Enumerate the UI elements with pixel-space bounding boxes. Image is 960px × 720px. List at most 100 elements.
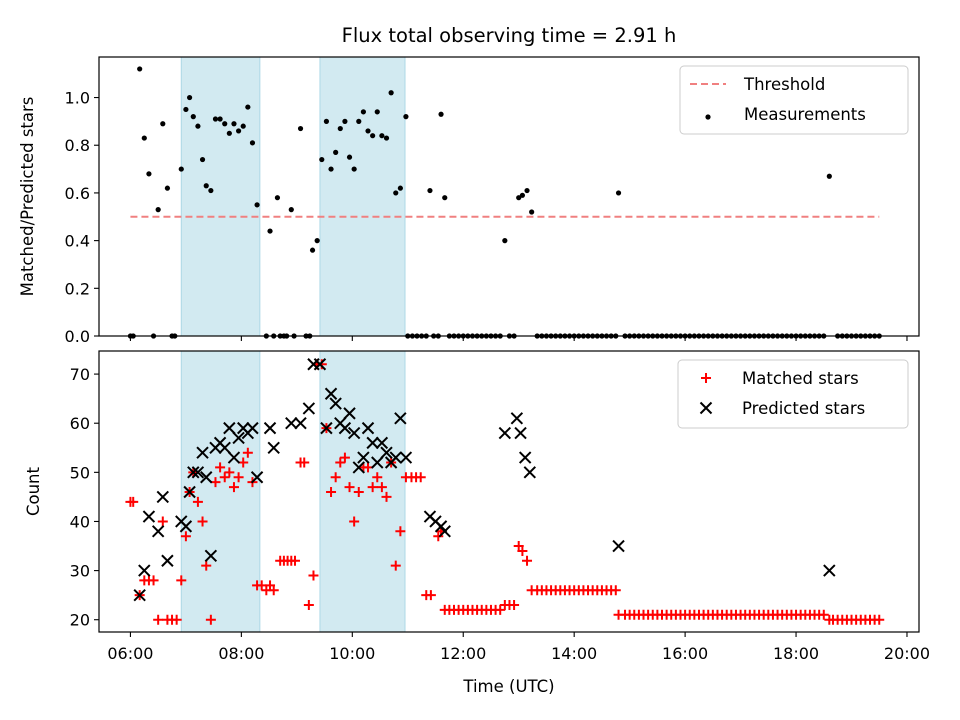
matched-star-point	[219, 472, 230, 483]
legend-label: Measurements	[744, 105, 866, 124]
predicted-star-point	[514, 426, 527, 440]
top-x-ticks	[129, 336, 908, 341]
predicted-star-point	[324, 387, 338, 400]
predicted-star-point	[612, 539, 625, 553]
predicted-star-point	[329, 397, 342, 410]
measurement-point	[524, 187, 530, 194]
predicted-star-point	[338, 421, 352, 435]
y-tick-label: 70	[70, 365, 90, 384]
measurement-point	[222, 121, 228, 127]
measurement-point	[323, 118, 330, 124]
matched-star-point	[425, 590, 436, 601]
matched-star-point	[176, 575, 187, 586]
y-tick-label: 30	[70, 562, 90, 581]
legend-box	[677, 359, 909, 429]
bottom-shaded-regions	[180, 350, 406, 633]
y-tick-label: 50	[70, 463, 90, 482]
measurement-point	[199, 156, 206, 163]
predicted-star-point	[133, 588, 146, 602]
predicted-star-point	[196, 446, 209, 459]
matched-star-point	[303, 599, 314, 610]
y-tick-label: 0.4	[65, 232, 90, 251]
measurement-point	[615, 190, 622, 196]
bottom-data-points	[125, 358, 885, 625]
predicted-star-point	[518, 451, 532, 464]
legend-matched-swatch	[701, 373, 711, 383]
measurement-point	[360, 109, 366, 115]
predicted-star-point	[161, 554, 174, 567]
matched-star-point	[330, 472, 341, 483]
matched-star-point	[415, 472, 426, 483]
predicted-star-point	[302, 402, 316, 415]
matched-star-point	[349, 516, 360, 527]
top-data-points	[127, 66, 882, 339]
measurement-point	[374, 109, 380, 115]
predicted-star-point	[371, 456, 384, 469]
measurement-point	[226, 130, 232, 136]
top-panel: 0.0 0.2 0.4 0.6 0.8 1.0 Matched/Predicted sta…	[18, 56, 920, 346]
matched-star-point	[153, 614, 164, 625]
x-tick-label: 20:00	[884, 644, 930, 663]
top-axes-frame	[98, 56, 920, 337]
matched-star-point	[390, 560, 401, 571]
measurement-point	[231, 121, 237, 127]
matched-star-point	[818, 609, 829, 620]
measurement-point	[178, 166, 184, 172]
predicted-star-point	[394, 412, 407, 425]
matched-star-point	[522, 555, 533, 566]
measurement-point	[217, 116, 223, 122]
shaded-interval-1	[180, 56, 261, 337]
top-y-ticks: 0.0 0.2 0.4 0.6 0.8 1.0	[65, 89, 99, 346]
measurement-point	[235, 128, 242, 134]
measurement-point	[442, 195, 448, 201]
predicted-star-point	[250, 471, 264, 484]
measurement-point	[141, 135, 147, 141]
matched-star-point	[316, 359, 327, 370]
measurement-point	[388, 90, 394, 96]
measurement-point	[212, 116, 219, 122]
predicted-star-point	[823, 564, 836, 577]
predicted-star-point	[389, 451, 402, 464]
x-tick-label: 12:00	[440, 644, 486, 663]
predicted-star-point	[347, 426, 361, 440]
predicted-star-point	[399, 451, 413, 464]
measurement-point	[254, 202, 260, 208]
predicted-star-point	[267, 441, 280, 454]
matched-star-point	[517, 545, 528, 556]
y-tick-label: 0.2	[65, 279, 90, 298]
measurement-point	[337, 125, 343, 132]
matched-star-point	[395, 526, 406, 537]
measurement-point	[397, 185, 403, 191]
measurement-point	[190, 114, 196, 120]
bottom-panel: 20 30 40 50 60 70 06:00 08:00 10:00 12:00 14:00 16…	[24, 350, 930, 696]
matched-star-point	[372, 472, 383, 483]
predicted-star-point	[361, 421, 375, 435]
bottom-y-axis-label: Count	[24, 466, 43, 516]
bottom-x-ticks: 06:00 08:00 10:00 12:00 14:00 16:00 18:00 20:00	[107, 632, 930, 663]
predicted-star-point	[523, 466, 537, 479]
x-tick-label: 10:00	[329, 644, 375, 663]
matched-star-point	[299, 457, 310, 468]
measurement-point	[333, 149, 339, 155]
predicted-star-point	[375, 436, 389, 450]
measurement-point	[516, 195, 522, 201]
predicted-star-point	[187, 466, 200, 479]
measurement-point	[427, 187, 433, 194]
matched-star-point	[233, 472, 244, 483]
measurement-point	[370, 133, 376, 139]
predicted-star-point	[320, 421, 333, 435]
matched-star-point	[610, 585, 621, 596]
predicted-star-point	[380, 446, 393, 459]
matched-star-point	[201, 560, 212, 571]
legend-label: Matched stars	[742, 369, 859, 388]
predicted-star-point	[285, 417, 298, 430]
bottom-y-ticks: 20 30 40 50 60 70	[70, 365, 99, 630]
x-tick-label: 06:00	[107, 644, 153, 663]
matched-star-point	[192, 496, 203, 507]
predicted-star-point	[246, 421, 259, 435]
matched-star-point	[157, 516, 168, 527]
figure-title: Flux total observing time = 2.91 h	[342, 24, 677, 47]
legend-predicted-swatch	[699, 401, 713, 415]
matched-star-point	[205, 614, 216, 625]
